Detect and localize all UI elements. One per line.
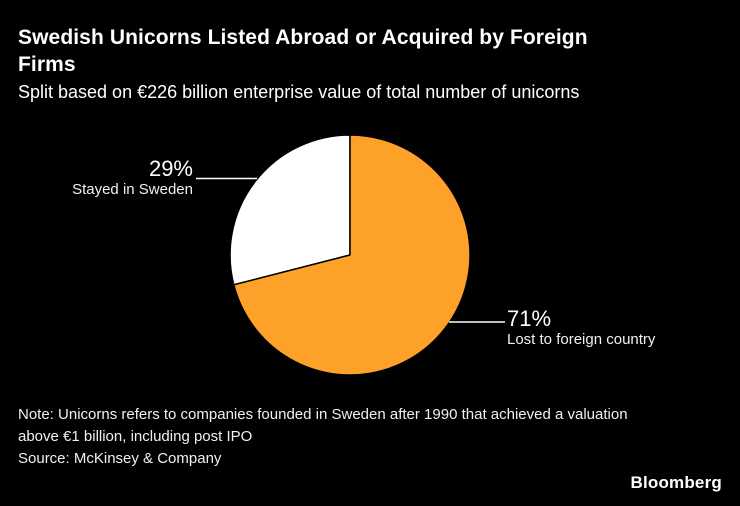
slice-label-stayed: 29% Stayed in Sweden [0,156,193,199]
note-line-1: Note: Unicorns refers to companies found… [18,406,628,423]
slice-desc-lost: Lost to foreign country [507,331,656,348]
source-line: Source: McKinsey & Company [18,450,222,467]
note-line-2: above €1 billion, including post IPO [18,428,253,445]
chart-title-line-2: Firms [18,53,76,76]
pie-slices [229,134,471,376]
slice-desc-stayed: Stayed in Sweden [72,181,193,198]
bloomberg-logo: Bloomberg [630,473,722,492]
chart-title-line-1: Swedish Unicorns Listed Abroad or Acquir… [18,26,588,49]
chart-header: Swedish Unicorns Listed Abroad or Acquir… [18,24,722,104]
slice-label-lost: 71% Lost to foreign country [507,306,655,349]
slice-pct-lost: 71% [507,306,552,331]
slice-pct-stayed: 29% [148,156,193,181]
chart-footer: Note: Unicorns refers to companies found… [18,404,722,470]
pie-slice-0 [229,134,351,286]
pie-slice-1 [233,134,471,376]
chart-subtitle: Split based on €226 billion enterprise v… [18,82,580,102]
